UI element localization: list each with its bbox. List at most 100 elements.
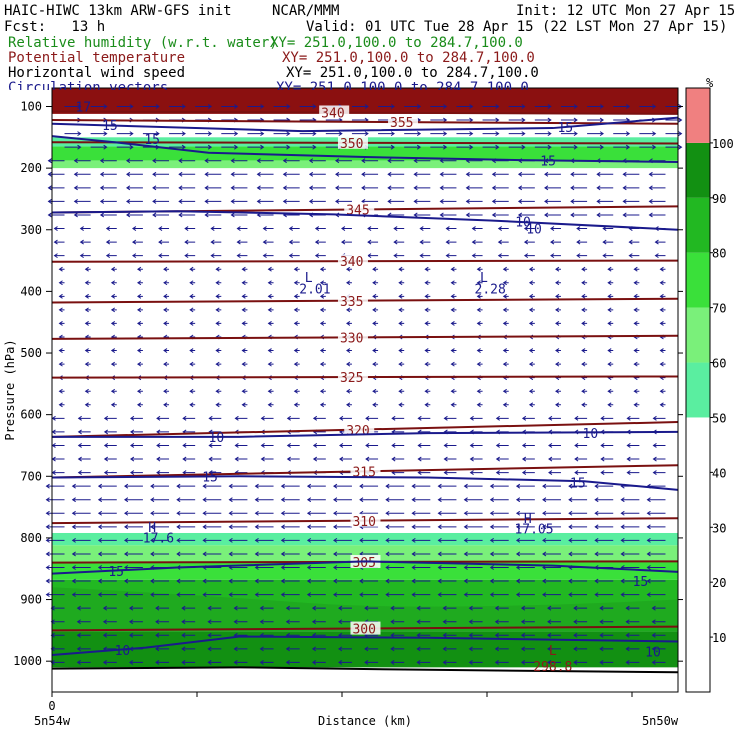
wind-vector	[163, 361, 170, 367]
wind-vector	[494, 632, 509, 638]
wind-vector	[361, 158, 379, 164]
wind-vector	[333, 524, 352, 530]
wind-vector	[178, 158, 196, 164]
wind-vector	[568, 537, 588, 543]
wind-vector	[639, 104, 657, 109]
wind-vector	[372, 280, 379, 286]
wind-vector	[385, 497, 405, 503]
wind-vector	[494, 619, 509, 625]
wind-vector	[97, 578, 117, 584]
wind-vector	[280, 551, 300, 557]
wind-vector	[437, 497, 457, 503]
wind-vector	[482, 104, 500, 109]
wind-vector	[137, 361, 143, 367]
wind-vector	[620, 524, 640, 530]
wind-vector	[132, 226, 143, 231]
wind-vector	[137, 293, 143, 299]
wind-vector	[639, 131, 657, 137]
wind-vector	[150, 483, 170, 489]
wind-vector	[648, 185, 666, 191]
wind-vector	[424, 293, 431, 299]
wind-vector	[260, 415, 274, 421]
wind-vector	[471, 239, 483, 245]
wind-vector	[594, 537, 614, 543]
theta-label-310: 310	[352, 515, 375, 530]
wind-vector	[341, 239, 352, 245]
wind-vector	[476, 348, 483, 353]
wind-vector	[181, 619, 196, 625]
model-title: HAIC-HIWC 13km ARW-GFS init	[4, 3, 232, 19]
colorbar-band-4	[686, 142, 710, 198]
wind-vector	[90, 144, 108, 150]
wind-vector	[273, 144, 291, 150]
wind-vector	[439, 185, 457, 191]
field-theta-name: Potential temperature	[8, 50, 186, 66]
wind-vector	[424, 348, 431, 353]
wind-vector	[471, 226, 483, 231]
wind-vector	[182, 443, 196, 448]
wind-vector	[204, 198, 222, 204]
wind-vector	[520, 605, 535, 611]
wind-vector	[639, 144, 657, 150]
y-tick-label: 500	[20, 346, 42, 360]
wind-vector	[508, 104, 526, 109]
wind-vector	[581, 388, 588, 394]
wind-vector	[659, 280, 666, 286]
wind-vector	[599, 646, 614, 652]
wind-vector	[404, 144, 422, 150]
wind-vector	[463, 565, 483, 570]
field-vector-name: Circulation vectors	[8, 80, 169, 90]
wind-vector	[306, 537, 326, 543]
wind-vector	[99, 185, 117, 191]
x-end-label: 5n50w	[642, 714, 679, 728]
wind-vector	[267, 307, 274, 313]
wind-vector	[494, 659, 509, 665]
wind-vector	[262, 253, 274, 259]
wind-vector	[648, 198, 666, 204]
wind-vector	[129, 632, 143, 638]
wind-vector	[259, 659, 274, 665]
y-tick-label: 600	[20, 408, 42, 422]
wind-vector	[534, 131, 552, 137]
colorbar-band-1	[686, 307, 710, 363]
wind-vector	[476, 321, 483, 326]
colorbar-band-0	[686, 362, 710, 418]
wind-vector	[116, 104, 134, 109]
wind-vector	[77, 415, 91, 421]
wind-vector	[163, 348, 170, 353]
wind-vector	[346, 348, 352, 353]
wind-vector	[359, 483, 379, 489]
wind-vector	[581, 348, 588, 353]
colorbar-outline	[685, 87, 711, 693]
rh-region-6	[52, 545, 678, 562]
wind-label-10: 10	[115, 644, 131, 659]
wind-vector	[293, 293, 300, 299]
wind-vector	[234, 415, 248, 421]
wind-vector	[469, 415, 483, 421]
wind-vector	[594, 510, 614, 516]
x-axis-label: Distance (km)	[318, 714, 412, 728]
wind-vector	[267, 361, 274, 367]
wind-vector	[491, 198, 509, 204]
wind-vector	[646, 592, 666, 598]
field-rh-xy: XY= 251.0,100.0 to 284.7,100.0	[270, 35, 523, 51]
wind-vector	[596, 212, 614, 218]
wind-vector	[137, 280, 143, 286]
wind-vector	[204, 171, 222, 177]
wind-vector	[633, 266, 640, 272]
wind-vector	[652, 443, 666, 448]
wind-vector	[476, 280, 483, 286]
wind-vector	[77, 456, 91, 462]
wind-vector	[202, 578, 222, 584]
wind-vector	[443, 443, 457, 448]
wind-vector	[208, 443, 222, 448]
wind-vector	[150, 592, 170, 598]
wind-vector	[620, 537, 640, 543]
wind-vector	[247, 144, 265, 150]
wind-vector	[45, 483, 65, 489]
wind-vector	[385, 524, 405, 530]
wind-vector	[378, 144, 395, 150]
wind-vector	[450, 293, 457, 299]
wind-contour-10	[52, 430, 679, 438]
wind-vector	[325, 131, 343, 137]
